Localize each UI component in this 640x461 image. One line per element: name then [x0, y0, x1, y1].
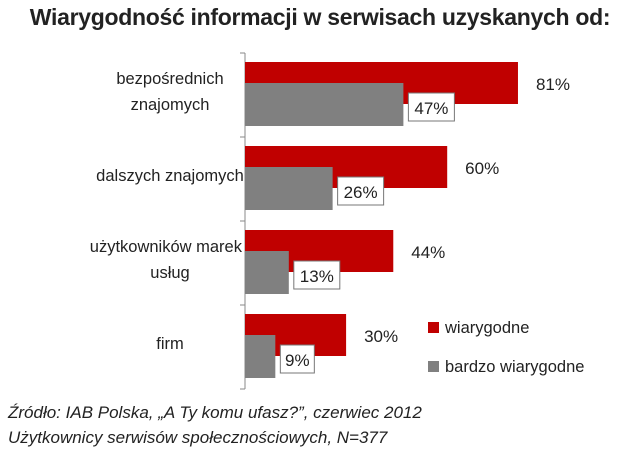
legend-label: wiarygodne	[444, 319, 529, 337]
data-label-bardzo-wiarygodne: 26%	[344, 183, 378, 202]
data-label-bardzo-wiarygodne: 47%	[414, 99, 448, 118]
category-label: usług	[150, 264, 189, 282]
category-label: firm	[156, 335, 184, 353]
data-label-box	[407, 92, 455, 122]
category-label: bezpośrednich	[116, 70, 223, 88]
bar-bardzo-wiarygodne	[245, 167, 333, 210]
legend-label: bardzo wiarygodne	[445, 358, 584, 376]
category-label: znajomych	[131, 96, 210, 114]
legend-swatch	[428, 322, 439, 333]
data-label-wiarygodne: 81%	[536, 75, 570, 94]
data-label-box	[293, 260, 341, 290]
data-label-wiarygodne: 44%	[411, 243, 445, 262]
data-label-wiarygodne: 30%	[364, 327, 398, 346]
bar-bardzo-wiarygodne	[245, 335, 276, 378]
category-label: dalszych znajomych	[96, 167, 244, 185]
bar-bardzo-wiarygodne	[245, 251, 289, 294]
data-label-box	[279, 344, 315, 374]
data-label-bardzo-wiarygodne: 9%	[285, 351, 310, 370]
legend-swatch	[428, 361, 439, 372]
data-label-box	[337, 176, 385, 206]
data-label-wiarygodne: 60%	[465, 159, 499, 178]
category-label: użytkowników marek i	[90, 238, 250, 256]
source-line-2: Użytkownicy serwisów społecznościowych, …	[8, 428, 388, 447]
bar-chart: bezpośrednich znajomych 81% 47% dalszych zna…	[90, 52, 584, 390]
data-label-bardzo-wiarygodne: 13%	[300, 267, 334, 286]
chart-title: Wiarygodność informacji w serwisach uzys…	[29, 4, 611, 30]
source-line-1: Źródło: IAB Polska, „A Ty komu ufasz?”, …	[8, 403, 422, 422]
bar-bardzo-wiarygodne	[245, 83, 404, 126]
